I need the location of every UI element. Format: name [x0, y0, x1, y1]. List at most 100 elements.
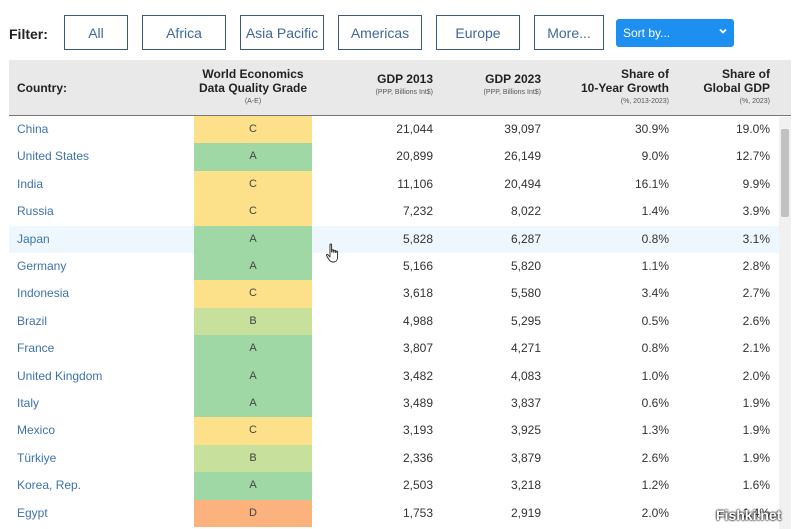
cell-share-of-global-gdp: 2.6%: [742, 313, 770, 328]
watermark-text: Fishki.net: [716, 507, 782, 523]
cell-grade: C: [194, 116, 312, 144]
table-row[interactable]: Italy A 3,489 3,837 0.6% 1.9%: [9, 390, 791, 418]
table-row[interactable]: Korea, Rep. A 2,503 3,218 1.2% 1.6%: [9, 472, 791, 500]
cell-gdp-2023: 39,097: [504, 122, 541, 136]
cell-country[interactable]: Indonesia: [17, 286, 70, 301]
cell-share-of-global-gdp: 19.0%: [735, 122, 770, 136]
gdp-table: Country: World Economics Data Quality Gr…: [9, 60, 791, 529]
cell-gdp-2013: 5,828: [402, 231, 433, 246]
cell-gdp-2013: 5,166: [402, 259, 433, 273]
cell-country[interactable]: Germany: [17, 259, 67, 273]
vertical-scrollbar[interactable]: [779, 117, 791, 529]
cell-gdp-2013: 11,106: [397, 176, 433, 191]
cell-grade: C: [194, 198, 312, 226]
cell-grade: A: [194, 253, 312, 281]
table-row[interactable]: Germany A 5,166 5,820 1.1% 2.8%: [9, 253, 791, 281]
cell-gdp-2013: 21,044: [396, 122, 433, 136]
cell-share-of-global-gdp: 2.0%: [742, 368, 770, 383]
cell-gdp-2023: 5,820: [510, 259, 541, 273]
table-row[interactable]: Türkiye B 2,336 3,879 2.6% 1.9%: [9, 444, 791, 473]
header-data-quality-grade[interactable]: World Economics Data Quality Grade (A-E): [198, 67, 308, 105]
cell-share-of-growth: 0.5%: [641, 313, 669, 328]
table-row[interactable]: China C 21,044 39,097 30.9% 19.0%: [9, 116, 791, 144]
table-row[interactable]: France A 3,807 4,271 0.8% 2.1%: [9, 335, 791, 363]
cell-country[interactable]: India: [17, 176, 44, 191]
table-row[interactable]: Mexico C 3,193 3,925 1.3% 1.9%: [9, 417, 791, 445]
cell-grade: C: [194, 417, 312, 445]
table-header: Country: World Economics Data Quality Gr…: [9, 60, 791, 116]
cell-share-of-global-gdp: 12.7%: [735, 149, 770, 164]
cell-gdp-2013: 3,193: [402, 423, 433, 438]
cell-country[interactable]: Italy: [17, 396, 40, 410]
cell-share-of-global-gdp: 1.9%: [742, 423, 770, 438]
cell-gdp-2023: 26,149: [504, 149, 541, 164]
filter-more-button[interactable]: More...: [534, 15, 604, 50]
filter-bar: Filter: All Africa Asia Pacific Americas…: [0, 14, 800, 54]
cell-share-of-global-gdp: 1.4%: [742, 505, 770, 520]
cell-country[interactable]: France: [17, 341, 55, 356]
sort-label: Sort by...: [623, 26, 671, 40]
cell-share-of-growth: 1.0%: [641, 368, 669, 383]
filter-europe-button[interactable]: Europe: [436, 15, 520, 50]
cell-country[interactable]: Korea, Rep.: [17, 478, 82, 493]
cell-country[interactable]: Egypt: [17, 505, 48, 520]
table-row[interactable]: India C 11,106 20,494 16.1% 9.9%: [9, 170, 791, 199]
sort-dropdown[interactable]: Sort by...: [616, 19, 734, 47]
cell-grade: A: [194, 390, 312, 418]
cell-grade: C: [194, 170, 312, 199]
cell-share-of-growth: 3.4%: [641, 286, 669, 301]
cell-share-of-global-gdp: 3.9%: [742, 204, 770, 219]
filter-asia-pacific-button[interactable]: Asia Pacific: [240, 15, 324, 50]
cell-share-of-growth: 0.8%: [641, 231, 669, 246]
cell-share-of-global-gdp: 1.9%: [742, 396, 770, 410]
cell-country[interactable]: Russia: [17, 204, 54, 219]
table-row[interactable]: Egypt D 1,753 2,919 2.0% 1.4%: [9, 499, 791, 527]
cell-share-of-growth: 1.3%: [641, 423, 669, 438]
cell-grade: A: [194, 225, 312, 253]
cell-share-of-global-gdp: 3.1%: [742, 231, 770, 246]
cell-gdp-2013: 3,807: [402, 341, 433, 356]
cell-gdp-2013: 3,618: [402, 286, 433, 301]
cell-share-of-growth: 30.9%: [634, 122, 669, 136]
cell-gdp-2023: 2,919: [510, 505, 541, 520]
cell-gdp-2023: 8,022: [510, 204, 541, 219]
cell-country[interactable]: United States: [17, 149, 90, 164]
table-row[interactable]: United Kingdom A 3,482 4,083 1.0% 2.0%: [9, 362, 791, 390]
table-row[interactable]: United States A 20,899 26,149 9.0% 12.7%: [9, 143, 791, 171]
cell-gdp-2023: 3,218: [510, 478, 541, 493]
header-gdp-2023[interactable]: GDP 2023 (PPP, Billions Int$): [483, 72, 541, 96]
filter-africa-button[interactable]: Africa: [142, 15, 226, 50]
header-gdp-2013[interactable]: GDP 2013 (PPP, Billions Int$): [375, 72, 433, 96]
cell-share-of-global-gdp: 9.9%: [742, 176, 770, 191]
cell-gdp-2013: 3,489: [402, 396, 433, 410]
cell-grade: A: [194, 362, 312, 390]
header-share-of-global-gdp[interactable]: Share of Global GDP (%, 2023): [703, 67, 770, 105]
header-share-of-growth[interactable]: Share of 10-Year Growth (%, 2013-2023): [580, 67, 669, 105]
cell-country[interactable]: Brazil: [17, 313, 48, 328]
cell-grade: D: [194, 499, 312, 527]
header-country[interactable]: Country:: [17, 80, 67, 95]
cell-gdp-2013: 2,336: [402, 450, 433, 465]
table-row[interactable]: Indonesia C 3,618 5,580 3.4% 2.7%: [9, 280, 791, 308]
cell-gdp-2023: 3,837: [510, 396, 541, 410]
cell-country[interactable]: United Kingdom: [17, 368, 103, 383]
cell-share-of-growth: 1.4%: [641, 204, 669, 219]
cell-share-of-growth: 2.6%: [641, 450, 669, 465]
cell-country[interactable]: Mexico: [17, 423, 56, 438]
cell-country[interactable]: Türkiye: [17, 450, 57, 465]
cell-gdp-2023: 5,580: [510, 286, 541, 301]
cell-share-of-growth: 1.2%: [641, 478, 669, 493]
filter-americas-button[interactable]: Americas: [338, 15, 422, 50]
table-row[interactable]: Japan A 5,828 6,287 0.8% 3.1%: [9, 225, 791, 253]
cell-share-of-global-gdp: 2.8%: [742, 259, 770, 273]
cell-share-of-growth: 1.1%: [641, 259, 669, 273]
cell-country[interactable]: Japan: [17, 231, 50, 246]
table-row[interactable]: Russia C 7,232 8,022 1.4% 3.9%: [9, 198, 791, 226]
cell-share-of-growth: 0.8%: [641, 341, 669, 356]
table-row[interactable]: Brazil B 4,988 5,295 0.5% 2.6%: [9, 307, 791, 336]
cell-grade: A: [194, 472, 312, 500]
cell-country[interactable]: China: [17, 122, 49, 136]
cell-gdp-2023: 3,879: [510, 450, 541, 465]
scrollbar-thumb[interactable]: [781, 129, 789, 217]
filter-all-button[interactable]: All: [64, 15, 128, 50]
